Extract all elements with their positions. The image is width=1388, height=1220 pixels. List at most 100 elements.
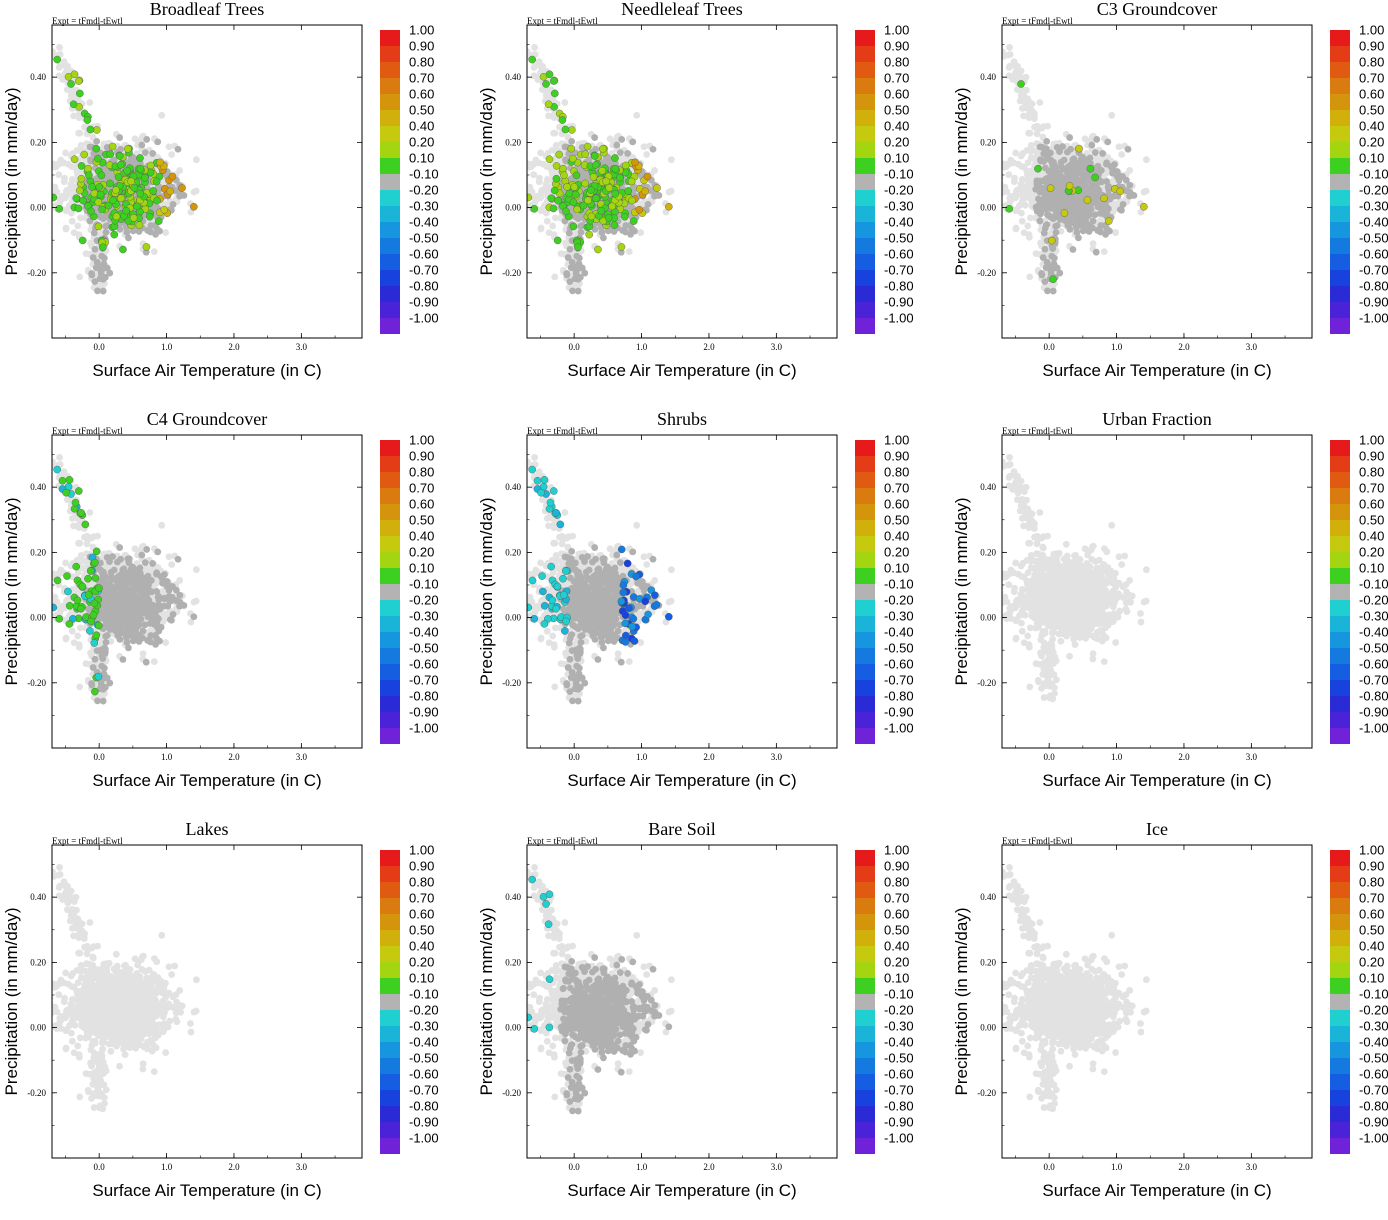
colorbar-swatch [855,270,875,286]
scatter-point [149,150,156,157]
scatter-point-colored [133,203,140,210]
scatter-point-colored [531,205,538,212]
scatter-point [170,201,177,208]
x-tick-label: 1.0 [161,342,173,352]
colorbar-label: -0.60 [409,246,439,261]
scatter-point [156,228,163,235]
colorbar-label: 0.60 [409,86,434,101]
scatter-point-colored [605,214,612,221]
scatter-point-colored [612,165,619,172]
scatter-point-colored [143,243,150,250]
x-tick-label: 0.0 [94,342,106,352]
x-tick-label: 2.0 [703,342,715,352]
scatter-point-colored [550,205,557,212]
colorbar: 1.000.900.800.700.600.500.400.200.10-0.1… [380,22,439,334]
scatter-point [100,215,107,222]
colorbar-label: -0.30 [409,198,439,213]
scatter-point-colored [113,213,120,220]
scatter-point-colored [75,205,82,212]
scatter-point-colored [119,246,126,253]
scatter-point-colored [84,116,91,123]
colorbar-swatch [855,286,875,302]
colorbar-label: -1.00 [884,310,914,325]
colorbar-label: -0.50 [884,230,914,245]
scatter-point-colored [94,155,101,162]
scatter-point [573,271,580,278]
scatter-point [600,234,607,241]
scatter-point-colored [555,197,562,204]
scatter-point [618,136,625,143]
scatter-point [76,273,83,280]
scatter-point [531,161,538,168]
scatter-point-colored [570,199,577,206]
scatter-point-colored [124,167,131,174]
scatter-point [592,146,599,153]
scatter-point-colored [550,77,557,84]
scatter-point-colored [642,188,649,195]
scatter-point [78,142,85,149]
colorbar-swatch [380,78,400,94]
scatter-point-colored [87,208,94,215]
colorbar-swatch [380,318,400,334]
panel-title: Needleleaf Trees [621,0,742,19]
scatter-point-colored [70,101,77,108]
scatter-point-colored [117,161,124,168]
colorbar-swatch [855,110,875,126]
scatter-point-colored [109,197,116,204]
scatter-point-colored [598,207,605,214]
scatter-point-colored [566,190,573,197]
scatter-point-colored [603,178,610,185]
colorbar-swatch [380,206,400,222]
scatter-point [91,278,98,285]
scatter-point-colored [128,178,135,185]
scatter-point [56,44,63,51]
scatter-point-colored [93,145,100,152]
scatter-point-colored [167,188,174,195]
x-tick-label: 3.0 [296,342,308,352]
colorbar-label: -0.40 [884,214,914,229]
colorbar-swatch [380,302,400,318]
colorbar-swatch [855,78,875,94]
scatter-point-colored [612,190,619,197]
scatter-point-colored [582,151,589,158]
scatter-point [158,112,165,119]
colorbar-swatch [380,126,400,142]
colorbar-swatch [855,94,875,110]
scatter-point [544,218,551,225]
colorbar-swatch [380,190,400,206]
scatter-point-colored [99,244,106,251]
scatter-point-colored [584,143,591,150]
colorbar-swatch [380,270,400,286]
scatter-point [98,271,105,278]
y-tick-label: 0.20 [30,137,46,147]
scatter-point-colored [141,174,148,181]
scatter-point [531,44,538,51]
colorbar-swatch [380,30,400,46]
scatter-point [74,223,81,230]
scatter-point-colored [112,187,119,194]
colorbar-swatch [855,318,875,334]
scatter-point-colored [136,154,143,161]
scatter-point-colored [630,217,637,224]
scatter-point-colored [592,161,599,168]
scatter-point [570,263,577,270]
colorbar-label: -0.30 [884,198,914,213]
scatter-point-colored [156,159,163,166]
colorbar-label: -0.60 [884,246,914,261]
scatter-point-colored [570,223,577,230]
scatter-point [567,246,574,253]
colorbar-label: 0.70 [409,70,434,85]
scatter-point [553,142,560,149]
colorbar-label: 0.10 [409,150,434,165]
scatter-point [1026,273,1033,280]
scatter-point [1143,156,1150,163]
scatter-point-colored [628,197,635,204]
scatter-point [1013,226,1020,233]
scatter-point-colored [625,187,632,194]
colorbar-swatch [855,254,875,270]
colorbar-swatch [855,46,875,62]
scatter-point-colored [91,190,98,197]
scatter-point-colored [586,231,593,238]
scatter-point [117,146,124,153]
